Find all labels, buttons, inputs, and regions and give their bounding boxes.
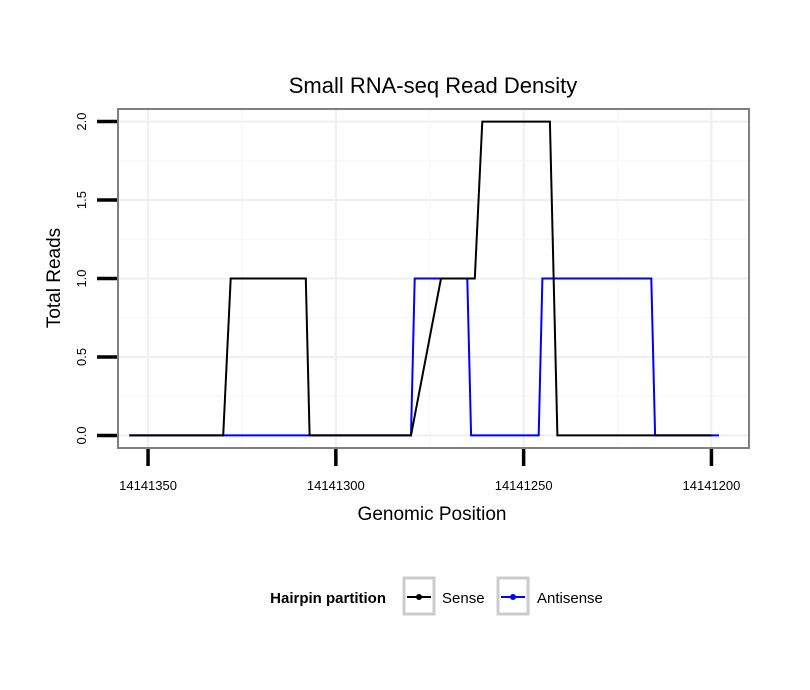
legend-key-point xyxy=(416,594,422,600)
legend-label-sense: Sense xyxy=(442,590,485,607)
x-axis-title: Genomic Position xyxy=(358,504,507,525)
legend: Hairpin partition Sense Antisense xyxy=(270,576,603,616)
series-layer xyxy=(129,120,719,437)
y-tick-label: 0.0 xyxy=(74,426,89,444)
series-line-sense xyxy=(129,120,712,437)
y-tick-label: 1.0 xyxy=(74,269,89,287)
y-tick-label: 1.5 xyxy=(74,191,89,209)
legend-key-point xyxy=(510,594,516,600)
x-tick-label: 14141300 xyxy=(307,478,365,493)
y-tick-label: 2.0 xyxy=(74,113,89,131)
y-axis: 0.0 0.5 1.0 1.5 2.0 xyxy=(74,113,117,444)
plot-panel xyxy=(117,108,750,449)
chart-title: Small RNA-seq Read Density xyxy=(289,73,578,98)
y-axis-title: Total Reads xyxy=(44,228,65,328)
y-tick-label: 0.5 xyxy=(74,348,89,366)
legend-label-antisense: Antisense xyxy=(537,590,603,607)
x-tick-label: 14141200 xyxy=(683,478,741,493)
x-axis: 14141350 14141300 14141250 14141200 xyxy=(119,449,740,493)
x-tick-label: 14141250 xyxy=(495,478,553,493)
x-tick-label: 14141350 xyxy=(119,478,177,493)
legend-title: Hairpin partition xyxy=(270,590,386,607)
